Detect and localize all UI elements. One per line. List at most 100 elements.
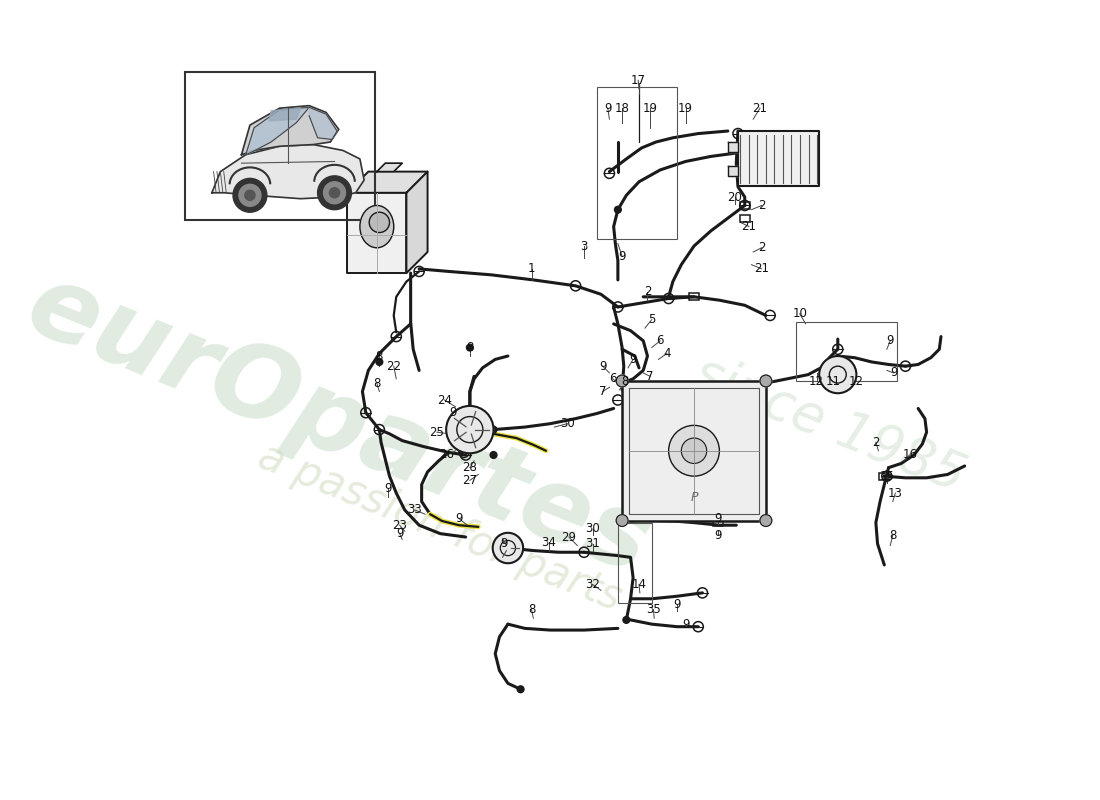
Text: 9: 9	[682, 618, 690, 630]
Polygon shape	[245, 107, 309, 154]
Text: 20: 20	[727, 190, 742, 203]
Polygon shape	[348, 172, 428, 193]
Circle shape	[233, 178, 267, 212]
Text: 16: 16	[902, 449, 917, 462]
Text: 9: 9	[714, 529, 722, 542]
Text: 3: 3	[581, 239, 587, 253]
Polygon shape	[348, 193, 406, 273]
Bar	[689, 294, 700, 300]
Circle shape	[466, 344, 473, 351]
Text: 24: 24	[437, 394, 452, 406]
Circle shape	[669, 426, 719, 476]
Text: 11: 11	[826, 375, 842, 388]
Text: 2: 2	[872, 436, 880, 449]
Bar	[739, 202, 750, 209]
Circle shape	[491, 426, 497, 433]
Circle shape	[493, 533, 524, 563]
Circle shape	[517, 686, 524, 693]
Text: 14: 14	[631, 578, 647, 591]
Polygon shape	[728, 142, 738, 152]
Circle shape	[760, 375, 772, 387]
Text: 9: 9	[714, 512, 722, 525]
Text: P: P	[691, 490, 697, 504]
Circle shape	[760, 514, 772, 526]
Text: 6: 6	[657, 334, 664, 347]
Circle shape	[376, 358, 383, 366]
Bar	[879, 473, 890, 479]
Bar	[185, 72, 375, 220]
Text: 18: 18	[615, 102, 629, 114]
Text: 25: 25	[429, 426, 444, 438]
Polygon shape	[270, 108, 300, 121]
Circle shape	[623, 617, 629, 623]
Bar	[713, 519, 723, 526]
Text: 31: 31	[585, 538, 600, 550]
Text: 28: 28	[462, 461, 477, 474]
Text: 13: 13	[888, 486, 903, 499]
Ellipse shape	[360, 206, 394, 248]
Text: 8: 8	[528, 603, 536, 616]
Text: 19: 19	[678, 102, 693, 114]
Text: 8: 8	[466, 341, 473, 354]
Text: 30: 30	[560, 417, 574, 430]
Text: 9: 9	[449, 406, 456, 419]
Circle shape	[370, 212, 389, 233]
Text: 9: 9	[499, 538, 507, 550]
Circle shape	[323, 182, 345, 204]
Text: eurOpartes: eurOpartes	[12, 254, 666, 597]
Circle shape	[491, 451, 497, 458]
Text: 32: 32	[585, 578, 600, 591]
Text: 8: 8	[373, 377, 381, 390]
Text: 10: 10	[792, 307, 807, 320]
Polygon shape	[738, 131, 818, 186]
Text: 9: 9	[629, 353, 637, 366]
Text: 29: 29	[561, 530, 576, 543]
Bar	[618, 522, 651, 603]
Text: 1: 1	[528, 262, 536, 275]
Circle shape	[681, 438, 706, 463]
Bar	[739, 214, 750, 222]
Text: 15: 15	[879, 470, 894, 482]
Polygon shape	[242, 106, 339, 154]
Text: 30: 30	[585, 522, 600, 535]
Text: 19: 19	[642, 102, 658, 114]
Text: 27: 27	[462, 474, 477, 487]
Polygon shape	[377, 163, 403, 172]
Text: 21: 21	[741, 220, 757, 233]
Circle shape	[329, 188, 340, 198]
Text: 2: 2	[644, 286, 651, 298]
Text: 5: 5	[648, 313, 656, 326]
Bar	[795, 322, 896, 382]
Text: a passion for parts: a passion for parts	[253, 434, 628, 619]
Text: 9: 9	[384, 482, 392, 495]
Circle shape	[616, 514, 628, 526]
Text: 4: 4	[663, 347, 671, 360]
Text: 22: 22	[386, 360, 402, 373]
Polygon shape	[309, 107, 337, 139]
Circle shape	[245, 190, 255, 200]
Polygon shape	[623, 381, 766, 521]
Circle shape	[820, 356, 857, 394]
Text: since 1985: since 1985	[686, 347, 972, 503]
Text: 9: 9	[604, 102, 612, 114]
Polygon shape	[728, 166, 738, 176]
Text: 2: 2	[758, 199, 766, 212]
Text: 26: 26	[440, 449, 454, 462]
Text: 9: 9	[673, 598, 681, 611]
Circle shape	[239, 184, 261, 206]
Text: 6: 6	[609, 372, 617, 386]
Text: 12: 12	[810, 375, 824, 388]
Text: 21: 21	[752, 102, 768, 114]
Text: 9: 9	[618, 250, 626, 262]
Circle shape	[616, 375, 628, 387]
Circle shape	[318, 176, 351, 210]
Text: 12: 12	[849, 375, 864, 388]
Text: 8: 8	[376, 350, 383, 362]
Text: 9: 9	[598, 360, 606, 373]
Text: 8: 8	[889, 529, 896, 542]
Text: 9: 9	[396, 527, 404, 540]
Circle shape	[615, 206, 622, 213]
Circle shape	[447, 406, 494, 454]
Text: 33: 33	[407, 503, 422, 517]
Text: 7: 7	[647, 370, 653, 383]
